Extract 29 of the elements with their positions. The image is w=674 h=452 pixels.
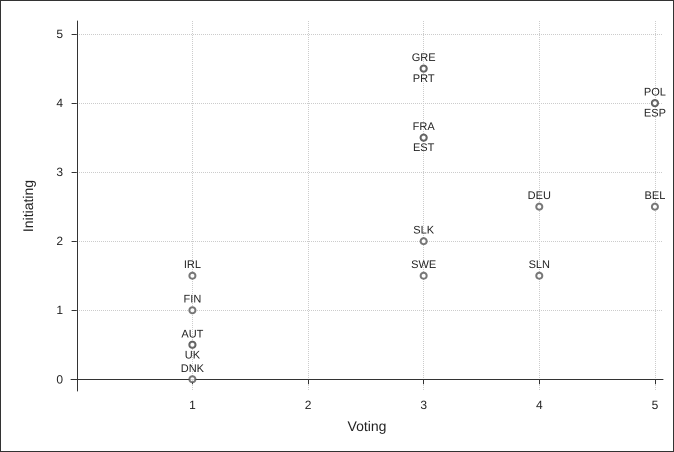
x-axis-title: Voting [348, 418, 386, 434]
y-tick-label: 2 [56, 234, 64, 248]
x-tick-label: 5 [652, 398, 659, 412]
annotation: BEL [644, 190, 666, 202]
x-tick-label: 4 [536, 398, 543, 412]
annotation: FIN [184, 294, 202, 306]
annotation: SLK [413, 224, 435, 237]
annotation: IRL [184, 259, 201, 272]
x-tick-label: 2 [304, 398, 312, 412]
y-tick-label: 3 [56, 165, 64, 180]
annotation: PRT [412, 73, 435, 86]
annotation: AUT [181, 328, 204, 340]
y-axis-title: Initiating [20, 180, 36, 232]
annotation: SWE [411, 259, 436, 272]
annotation: ESP [644, 108, 666, 120]
y-tick-label: 0 [56, 372, 64, 386]
annotation: GRE [412, 52, 436, 64]
annotation: UK [184, 349, 201, 362]
annotation: FRA [412, 121, 436, 134]
annotation: POL [644, 86, 666, 99]
annotation: DNK [180, 362, 205, 375]
x-tick-label: 3 [420, 398, 428, 412]
annotation: DEU [528, 190, 551, 202]
y-tick-label: 5 [56, 27, 64, 42]
y-tick-label: 1 [56, 303, 64, 318]
annotation: SLN [528, 259, 550, 272]
x-tick-label: 1 [189, 398, 196, 412]
y-tick-label: 4 [56, 96, 64, 110]
annotation: EST [412, 142, 435, 154]
